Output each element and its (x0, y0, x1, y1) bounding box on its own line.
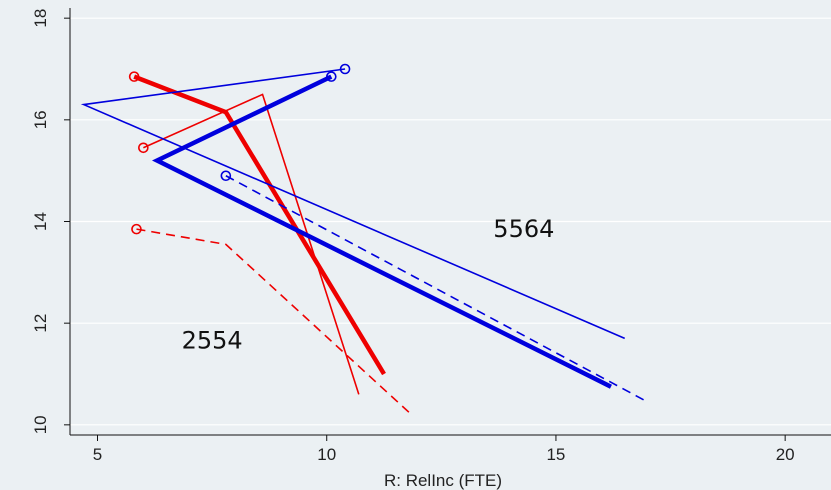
series-group (80, 63, 649, 416)
series-line-2 (143, 93, 360, 395)
x-tick-label: 20 (776, 445, 795, 464)
series-start-marker (326, 71, 337, 82)
series-line-1 (133, 74, 386, 376)
axes: 5 10 15 20 10 12 14 16 18 (31, 8, 831, 464)
series-start-marker (128, 71, 140, 82)
x-tick-label: 15 (546, 445, 565, 464)
series-start-marker (131, 223, 142, 235)
gridlines (70, 17, 831, 426)
x-tick-label: 10 (317, 445, 336, 464)
annotations: 5564 2554 (182, 215, 555, 355)
annotation-label: 5564 (493, 215, 554, 243)
series-start-marker (339, 63, 351, 75)
series-line-3 (136, 228, 413, 416)
series-line-6 (225, 175, 649, 403)
series-start-marker (220, 170, 232, 182)
x-axis-title: R: RelInc (FTE) (384, 471, 502, 490)
y-tick-label: 18 (31, 9, 50, 28)
series-line-5 (80, 68, 626, 340)
y-tick-label: 16 (31, 110, 50, 129)
y-tick-label: 12 (31, 314, 50, 333)
series-start-marker (138, 142, 149, 154)
y-tick-label: 14 (31, 212, 50, 231)
x-tick-label: 5 (93, 445, 102, 464)
annotation-label: 2554 (182, 327, 243, 355)
series-line-4 (151, 74, 612, 389)
y-tick-label: 10 (31, 415, 50, 434)
